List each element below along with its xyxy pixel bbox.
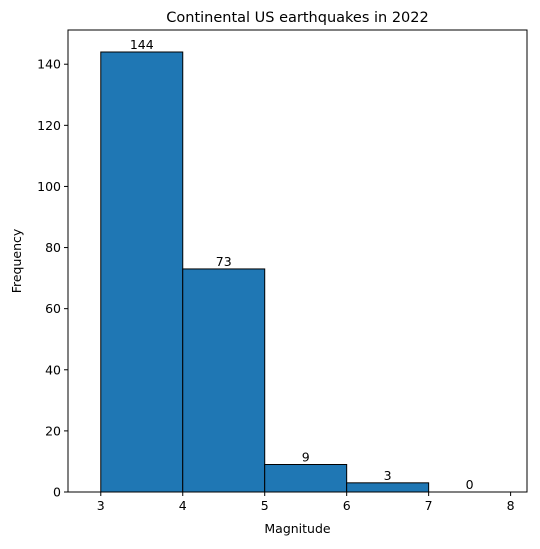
x-tick-label: 4 [179, 498, 187, 513]
y-tick-label: 80 [45, 240, 61, 255]
plot-frame [67, 29, 528, 493]
histogram-bar-4 [346, 482, 430, 493]
x-tick-label: 6 [343, 498, 351, 513]
y-tick-label: 0 [53, 485, 61, 500]
y-axis-ticks: 0 20 40 60 80 100 120 140 [37, 57, 68, 500]
histogram-bar-3 [264, 464, 348, 493]
y-tick-label: 20 [45, 423, 61, 438]
histogram-bar-2 [182, 268, 266, 493]
bar-value-label-4: 3 [384, 468, 392, 483]
x-axis-ticks: 3 4 5 6 7 8 [97, 492, 515, 513]
x-tick-label: 7 [425, 498, 433, 513]
y-tick-label: 120 [37, 118, 61, 133]
bars-group [100, 51, 430, 493]
y-tick-label: 140 [37, 57, 61, 72]
bar-value-label-5: 0 [466, 477, 474, 492]
chart-title: Continental US earthquakes in 2022 [166, 10, 428, 26]
x-tick-label: 3 [97, 498, 105, 513]
y-tick-label: 100 [37, 179, 61, 194]
histogram-bar-1 [100, 51, 184, 493]
y-tick-label: 60 [45, 301, 61, 316]
bar-value-label-1: 144 [130, 37, 154, 52]
x-axis-label: Magnitude [264, 521, 331, 536]
bar-value-label-2: 73 [216, 254, 232, 269]
y-tick-label: 40 [45, 362, 61, 377]
bar-value-label-3: 9 [302, 450, 310, 465]
y-axis-label: Frequency [9, 228, 24, 293]
data-labels-group: 144 73 9 3 0 [130, 37, 474, 492]
x-tick-label: 5 [261, 498, 269, 513]
x-tick-label: 8 [507, 498, 515, 513]
